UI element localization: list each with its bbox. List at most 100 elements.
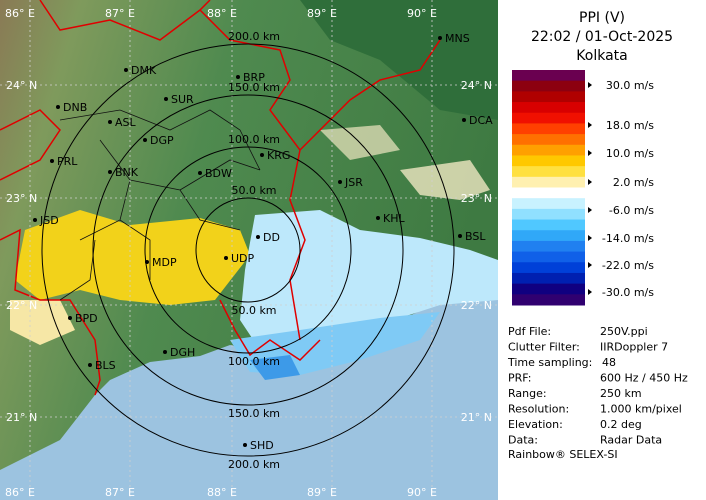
- info-key: Elevation:: [508, 418, 563, 431]
- color-swatch: [512, 144, 585, 156]
- latitude-label: 24° N: [461, 79, 492, 92]
- longitude-label: 89° E: [307, 7, 337, 20]
- scale-tick: [588, 82, 592, 88]
- range-ring: [144, 146, 352, 354]
- echo-pale: [10, 300, 75, 345]
- info-value: 0.2 deg: [600, 418, 642, 431]
- info-value: Radar Data: [600, 434, 662, 447]
- station-label: PRL: [57, 155, 78, 168]
- longitude-label: 87° E: [105, 486, 135, 499]
- station-label: MDP: [152, 256, 177, 269]
- station-label: DD: [263, 231, 280, 244]
- color-swatch: [512, 230, 585, 242]
- latitude-label: 21° N: [6, 411, 37, 424]
- info-key: Range:: [508, 387, 547, 400]
- longitude-label: 90° E: [407, 486, 437, 499]
- station-label: DNB: [63, 101, 87, 114]
- range-label: 50.0 km: [231, 184, 276, 197]
- hills: [300, 0, 498, 120]
- station-label: DGH: [170, 346, 195, 359]
- range-label: 200.0 km: [228, 30, 280, 43]
- range-ring: [195, 197, 301, 303]
- info-panel: PPI (V) 22:02 / 01-Oct-2025 Kolkata 30.0…: [498, 0, 706, 500]
- station-dot: [88, 363, 92, 367]
- info-key: Resolution:: [508, 403, 569, 416]
- info-key: Clutter Filter:: [508, 341, 580, 354]
- color-swatch: [512, 176, 585, 188]
- latitude-label: 23° N: [461, 192, 492, 205]
- scale-label: -14.0 m/s: [602, 232, 654, 245]
- station-dot: [338, 180, 342, 184]
- title: PPI (V): [579, 10, 625, 26]
- scale-tick: [588, 207, 592, 213]
- station-dot: [198, 171, 202, 175]
- info-value: 48: [602, 356, 616, 369]
- color-swatch: [512, 262, 585, 274]
- color-swatch: [512, 208, 585, 221]
- station-dot: [143, 138, 147, 142]
- station-dot: [438, 36, 442, 40]
- station-label: BNK: [115, 166, 139, 179]
- scale-tick: [588, 179, 592, 185]
- range-label: 150.0 km: [228, 81, 280, 94]
- echo-pale: [400, 160, 490, 200]
- scale-label: -6.0 m/s: [609, 204, 654, 217]
- station-label: BPD: [75, 312, 98, 325]
- footer: Rainbow® SELEX-SI: [508, 448, 618, 461]
- station-dot: [50, 159, 54, 163]
- color-swatch: [512, 102, 585, 114]
- station-dot: [145, 260, 149, 264]
- range-ring: [92, 94, 404, 406]
- info-key: Data:: [508, 434, 538, 447]
- range-ring: [41, 43, 455, 457]
- station-label: KHL: [383, 212, 405, 225]
- info-key: Time sampling:: [507, 356, 592, 369]
- station-dot: [376, 216, 380, 220]
- station-label: BRP: [243, 71, 265, 84]
- info-value: 1.000 km/pixel: [600, 403, 682, 416]
- color-swatch: [512, 112, 585, 124]
- latitude-label: 22° N: [461, 299, 492, 312]
- color-swatch: [512, 198, 585, 210]
- info-value: 250V.ppi: [600, 325, 648, 338]
- color-swatch: [512, 283, 585, 295]
- color-swatch: [512, 134, 585, 146]
- longitude-label: 90° E: [407, 7, 437, 20]
- latitude-label: 23° N: [6, 192, 37, 205]
- station-dot: [124, 68, 128, 72]
- color-swatch: [512, 91, 585, 103]
- color-swatch: [512, 155, 585, 167]
- color-swatch: [512, 240, 585, 253]
- station-label: BSL: [465, 230, 486, 243]
- station-dot: [243, 443, 247, 447]
- station-dot: [33, 218, 37, 222]
- station-dot: [256, 235, 260, 239]
- range-label: 100.0 km: [228, 355, 280, 368]
- scale-label: 18.0 m/s: [606, 119, 654, 132]
- station-dot: [260, 153, 264, 157]
- longitude-label: 86° E: [5, 486, 35, 499]
- range-label: 50.0 km: [231, 304, 276, 317]
- color-swatch: [512, 294, 585, 306]
- color-swatch: [512, 70, 585, 82]
- radar-map: 86° E 86° E 87° E 87° E 88° E 88° E 89° E 89° E…: [0, 0, 498, 500]
- station-label: MNS: [445, 32, 470, 45]
- echo-yellow: [15, 210, 250, 305]
- station-dot: [224, 256, 228, 260]
- station-dot: [164, 97, 168, 101]
- scale-tick: [588, 262, 592, 268]
- latitude-label: 22° N: [6, 299, 37, 312]
- latitude-label: 21° N: [461, 411, 492, 424]
- longitude-label: 88° E: [207, 7, 237, 20]
- color-swatch: [512, 187, 585, 199]
- longitude-label: 87° E: [105, 7, 135, 20]
- latitude-label: 24° N: [6, 79, 37, 92]
- info-key: Pdf File:: [508, 325, 551, 338]
- station-label: DCA: [469, 114, 493, 127]
- scale-label: 10.0 m/s: [606, 147, 654, 160]
- scale-tick: [588, 150, 592, 156]
- station-label: UDP: [231, 252, 255, 265]
- station-dot: [68, 316, 72, 320]
- station-label: BLS: [95, 359, 116, 372]
- longitude-label: 89° E: [307, 486, 337, 499]
